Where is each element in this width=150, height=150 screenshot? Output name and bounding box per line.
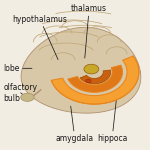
Polygon shape (68, 65, 123, 92)
Text: olfactory
bulb: olfactory bulb (4, 83, 38, 103)
Ellipse shape (84, 64, 99, 74)
Ellipse shape (21, 93, 34, 101)
Polygon shape (80, 70, 111, 84)
Polygon shape (51, 56, 139, 104)
Text: amygdala: amygdala (56, 106, 94, 143)
Polygon shape (21, 27, 141, 113)
Polygon shape (51, 56, 139, 104)
Text: lobe: lobe (4, 64, 32, 73)
Text: hypothalamus: hypothalamus (13, 15, 68, 60)
Text: hippoca: hippoca (97, 99, 127, 143)
Ellipse shape (86, 79, 91, 83)
Text: thalamus: thalamus (71, 4, 107, 58)
